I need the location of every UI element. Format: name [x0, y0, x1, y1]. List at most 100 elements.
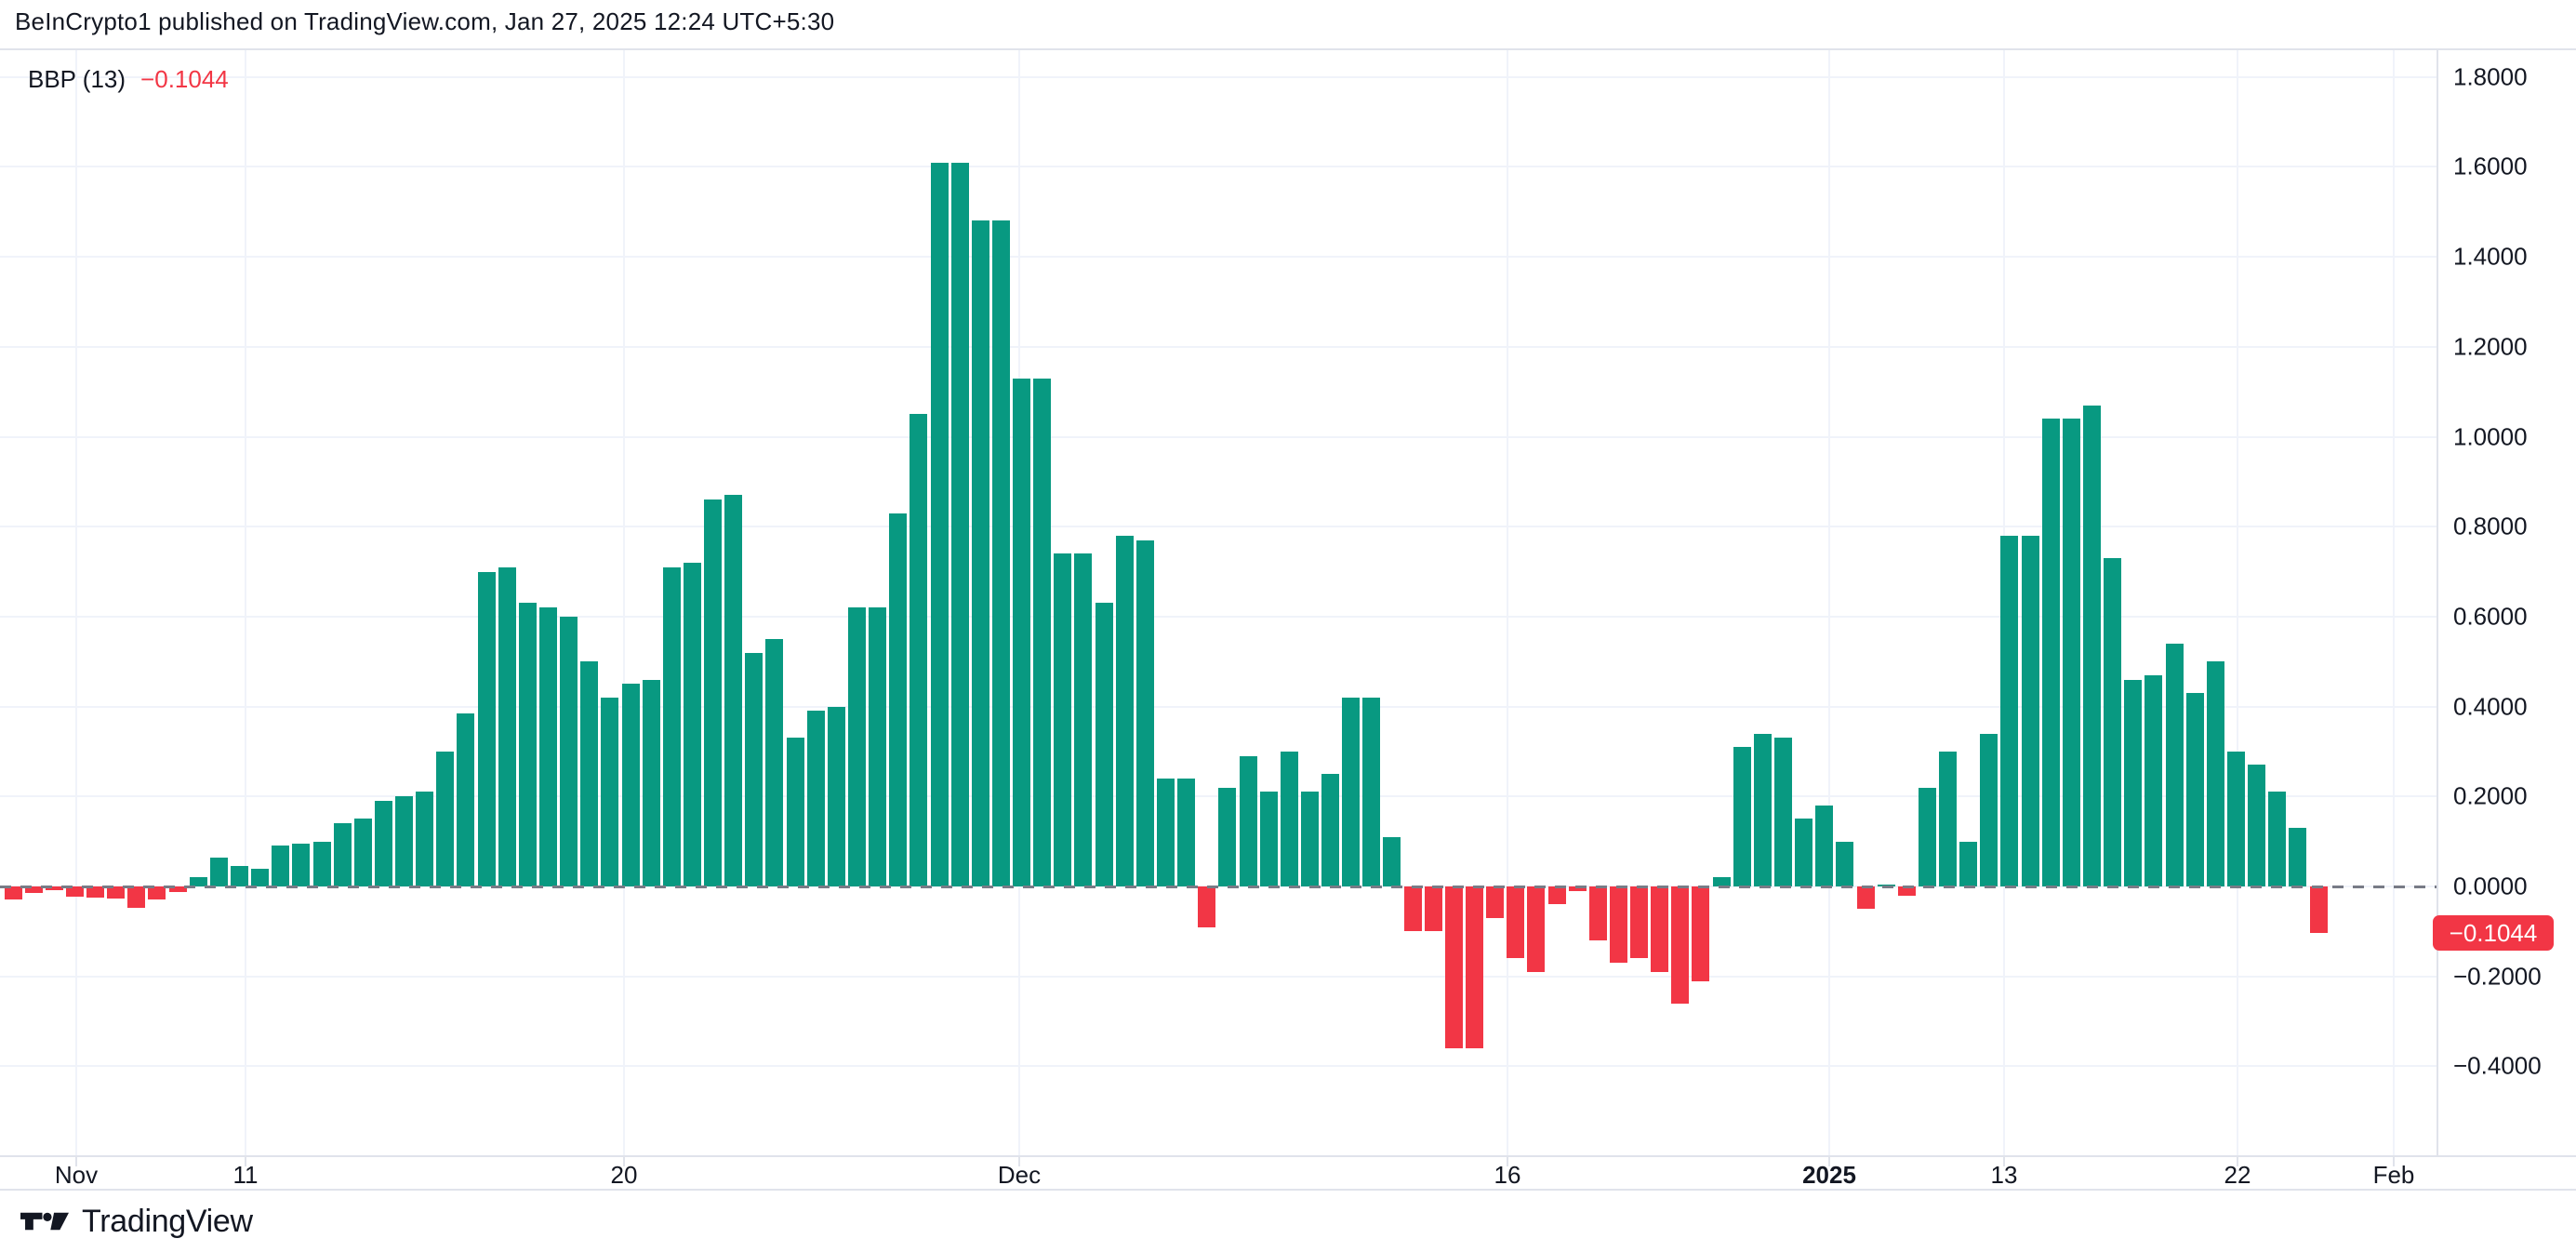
- histogram-bar: [2124, 679, 2143, 886]
- tradingview-logo-icon[interactable]: [20, 1205, 69, 1238]
- price-axis-label: 0.2000: [2453, 781, 2528, 810]
- histogram-bar: [333, 823, 352, 886]
- indicator-legend[interactable]: BBP (13) −0.1044: [28, 65, 229, 94]
- time-axis-tick: [1018, 1157, 1020, 1166]
- histogram-bar: [1115, 535, 1134, 886]
- histogram-bar: [991, 220, 1010, 886]
- tradingview-wordmark[interactable]: TradingView: [82, 1203, 253, 1239]
- histogram-bar: [827, 706, 845, 886]
- histogram-bar: [1836, 841, 1854, 886]
- histogram-bar: [1753, 733, 1772, 886]
- histogram-bar: [1609, 886, 1627, 964]
- last-value-badge: −0.1044: [2433, 915, 2554, 952]
- time-axis-tick: [245, 1157, 246, 1166]
- attribution-text: BeInCrypto1 published on TradingView.com…: [15, 7, 835, 35]
- h-gridline: [0, 345, 2437, 348]
- histogram-bar: [1466, 886, 1483, 1049]
- price-axis-label: 1.0000: [2453, 422, 2528, 450]
- histogram-bar: [1527, 886, 1546, 972]
- histogram-bar: [498, 566, 516, 886]
- h-gridline: [0, 75, 2437, 78]
- h-gridline: [0, 705, 2437, 708]
- histogram-bar: [2185, 693, 2204, 886]
- histogram-bar: [272, 846, 290, 886]
- histogram-bar: [869, 607, 887, 886]
- histogram-bar: [209, 857, 228, 886]
- h-gridline: [0, 975, 2437, 978]
- time-axis-tick: [623, 1157, 625, 1166]
- histogram-bar: [1815, 805, 1834, 886]
- histogram-bar: [416, 792, 434, 886]
- price-axis-label: −0.4000: [2453, 1051, 2542, 1080]
- price-axis-label: 0.0000: [2453, 872, 2528, 900]
- histogram-bar: [4, 886, 22, 899]
- histogram-bar: [477, 571, 496, 886]
- histogram-bar: [1074, 553, 1093, 886]
- indicator-name: BBP (13): [28, 65, 126, 93]
- time-axis-label: 11: [232, 1161, 259, 1189]
- histogram-bar: [374, 801, 392, 886]
- price-axis-label: 0.8000: [2453, 512, 2528, 540]
- histogram-bar: [457, 713, 475, 886]
- v-gridline: [2393, 50, 2395, 1157]
- histogram-bar: [1939, 751, 1958, 886]
- histogram-bar: [1054, 553, 1072, 886]
- histogram-bar: [86, 886, 105, 898]
- histogram-bar: [107, 886, 126, 899]
- histogram-bar: [24, 886, 43, 893]
- indicator-value: −0.1044: [140, 65, 229, 93]
- histogram-bar: [1692, 886, 1710, 981]
- time-axis[interactable]: Nov 11 20 Dec 16 2025 13 22 Feb: [0, 1155, 2576, 1189]
- header: BeInCrypto1 published on TradingView.com…: [0, 0, 2576, 48]
- histogram-bar: [1918, 787, 1936, 886]
- histogram-bar: [2104, 558, 2122, 886]
- histogram-bar: [1630, 886, 1649, 959]
- histogram-bar: [1403, 886, 1422, 932]
- histogram-bar: [1651, 886, 1669, 972]
- h-gridline: [0, 1065, 2437, 1068]
- price-axis-label: 0.4000: [2453, 692, 2528, 721]
- bbp-histogram-plot[interactable]: BBP (13) −0.1044: [0, 50, 2437, 1157]
- histogram-bar: [1157, 778, 1175, 886]
- histogram-bar: [353, 819, 372, 886]
- histogram-bar: [1712, 877, 1731, 886]
- histogram-bar: [1424, 886, 1442, 932]
- histogram-bar: [1568, 886, 1587, 891]
- histogram-bar: [724, 495, 743, 886]
- histogram-bar: [1774, 738, 1793, 886]
- histogram-bar: [2165, 643, 2184, 886]
- histogram-bar: [2041, 419, 2060, 886]
- time-axis-label: 22: [2224, 1161, 2251, 1189]
- h-gridline: [0, 526, 2437, 528]
- price-axis[interactable]: 1.8000 1.6000 1.4000 1.2000 1.0000 0.8000 0.60…: [2433, 48, 2576, 1155]
- price-axis-label: 1.8000: [2453, 62, 2528, 91]
- price-axis-label: 1.2000: [2453, 332, 2528, 361]
- histogram-bar: [538, 607, 557, 886]
- histogram-bar: [1280, 751, 1298, 886]
- histogram-bar: [560, 616, 578, 886]
- histogram-bar: [786, 738, 804, 886]
- histogram-bar: [148, 886, 166, 899]
- chart-panel: BBP (13) −0.1044: [0, 48, 2576, 1157]
- histogram-bar: [2000, 535, 2019, 886]
- v-gridline: [2237, 50, 2238, 1157]
- time-axis-tick: [2003, 1157, 2005, 1166]
- time-axis-label: Feb: [2372, 1161, 2415, 1189]
- histogram-bar: [518, 603, 537, 886]
- h-gridline: [0, 615, 2437, 618]
- histogram-bar: [436, 751, 455, 886]
- histogram-bar: [2144, 674, 2163, 886]
- histogram-bar: [189, 877, 207, 886]
- footer: TradingView: [0, 1189, 2576, 1252]
- histogram-bar: [2206, 661, 2224, 886]
- histogram-bar: [1959, 841, 1978, 886]
- zero-line: [0, 886, 2437, 888]
- histogram-bar: [950, 162, 969, 886]
- histogram-bar: [65, 886, 84, 897]
- time-axis-label: 2025: [1802, 1161, 1856, 1189]
- histogram-bar: [1507, 886, 1525, 959]
- v-gridline: [1507, 50, 1508, 1157]
- histogram-bar: [230, 866, 248, 886]
- histogram-bar: [847, 607, 866, 886]
- histogram-bar: [1198, 886, 1216, 927]
